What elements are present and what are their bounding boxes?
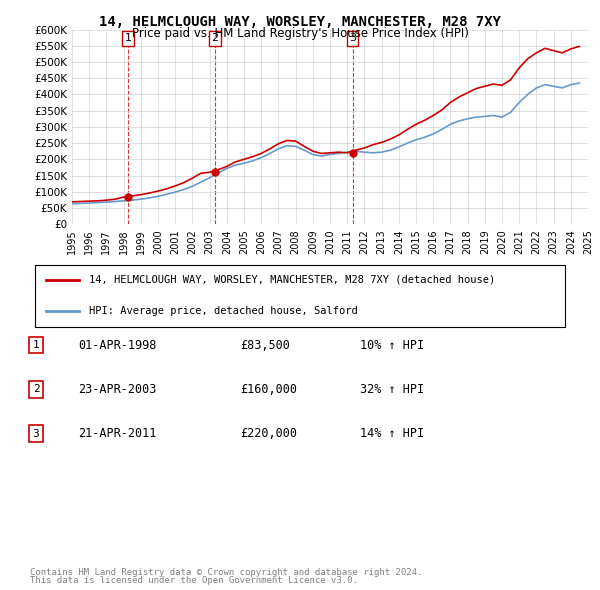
Text: 3: 3 [32, 429, 40, 438]
FancyBboxPatch shape [35, 264, 565, 327]
Text: 2: 2 [32, 385, 40, 394]
Text: This data is licensed under the Open Government Licence v3.0.: This data is licensed under the Open Gov… [30, 576, 358, 585]
Text: £160,000: £160,000 [240, 383, 297, 396]
Text: 23-APR-2003: 23-APR-2003 [78, 383, 157, 396]
Text: 32% ↑ HPI: 32% ↑ HPI [360, 383, 424, 396]
Text: 14, HELMCLOUGH WAY, WORSLEY, MANCHESTER, M28 7XY (detached house): 14, HELMCLOUGH WAY, WORSLEY, MANCHESTER,… [89, 274, 496, 284]
Text: 14% ↑ HPI: 14% ↑ HPI [360, 427, 424, 440]
Text: 1: 1 [32, 340, 40, 350]
Text: 3: 3 [349, 34, 356, 44]
Text: 1: 1 [124, 34, 131, 44]
Text: 21-APR-2011: 21-APR-2011 [78, 427, 157, 440]
Text: £220,000: £220,000 [240, 427, 297, 440]
Text: 2: 2 [211, 34, 218, 44]
Text: £83,500: £83,500 [240, 339, 290, 352]
Text: HPI: Average price, detached house, Salford: HPI: Average price, detached house, Salf… [89, 306, 358, 316]
Text: 10% ↑ HPI: 10% ↑ HPI [360, 339, 424, 352]
Text: 01-APR-1998: 01-APR-1998 [78, 339, 157, 352]
Text: 14, HELMCLOUGH WAY, WORSLEY, MANCHESTER, M28 7XY: 14, HELMCLOUGH WAY, WORSLEY, MANCHESTER,… [99, 15, 501, 29]
Text: Contains HM Land Registry data © Crown copyright and database right 2024.: Contains HM Land Registry data © Crown c… [30, 568, 422, 577]
Text: Price paid vs. HM Land Registry's House Price Index (HPI): Price paid vs. HM Land Registry's House … [131, 27, 469, 40]
